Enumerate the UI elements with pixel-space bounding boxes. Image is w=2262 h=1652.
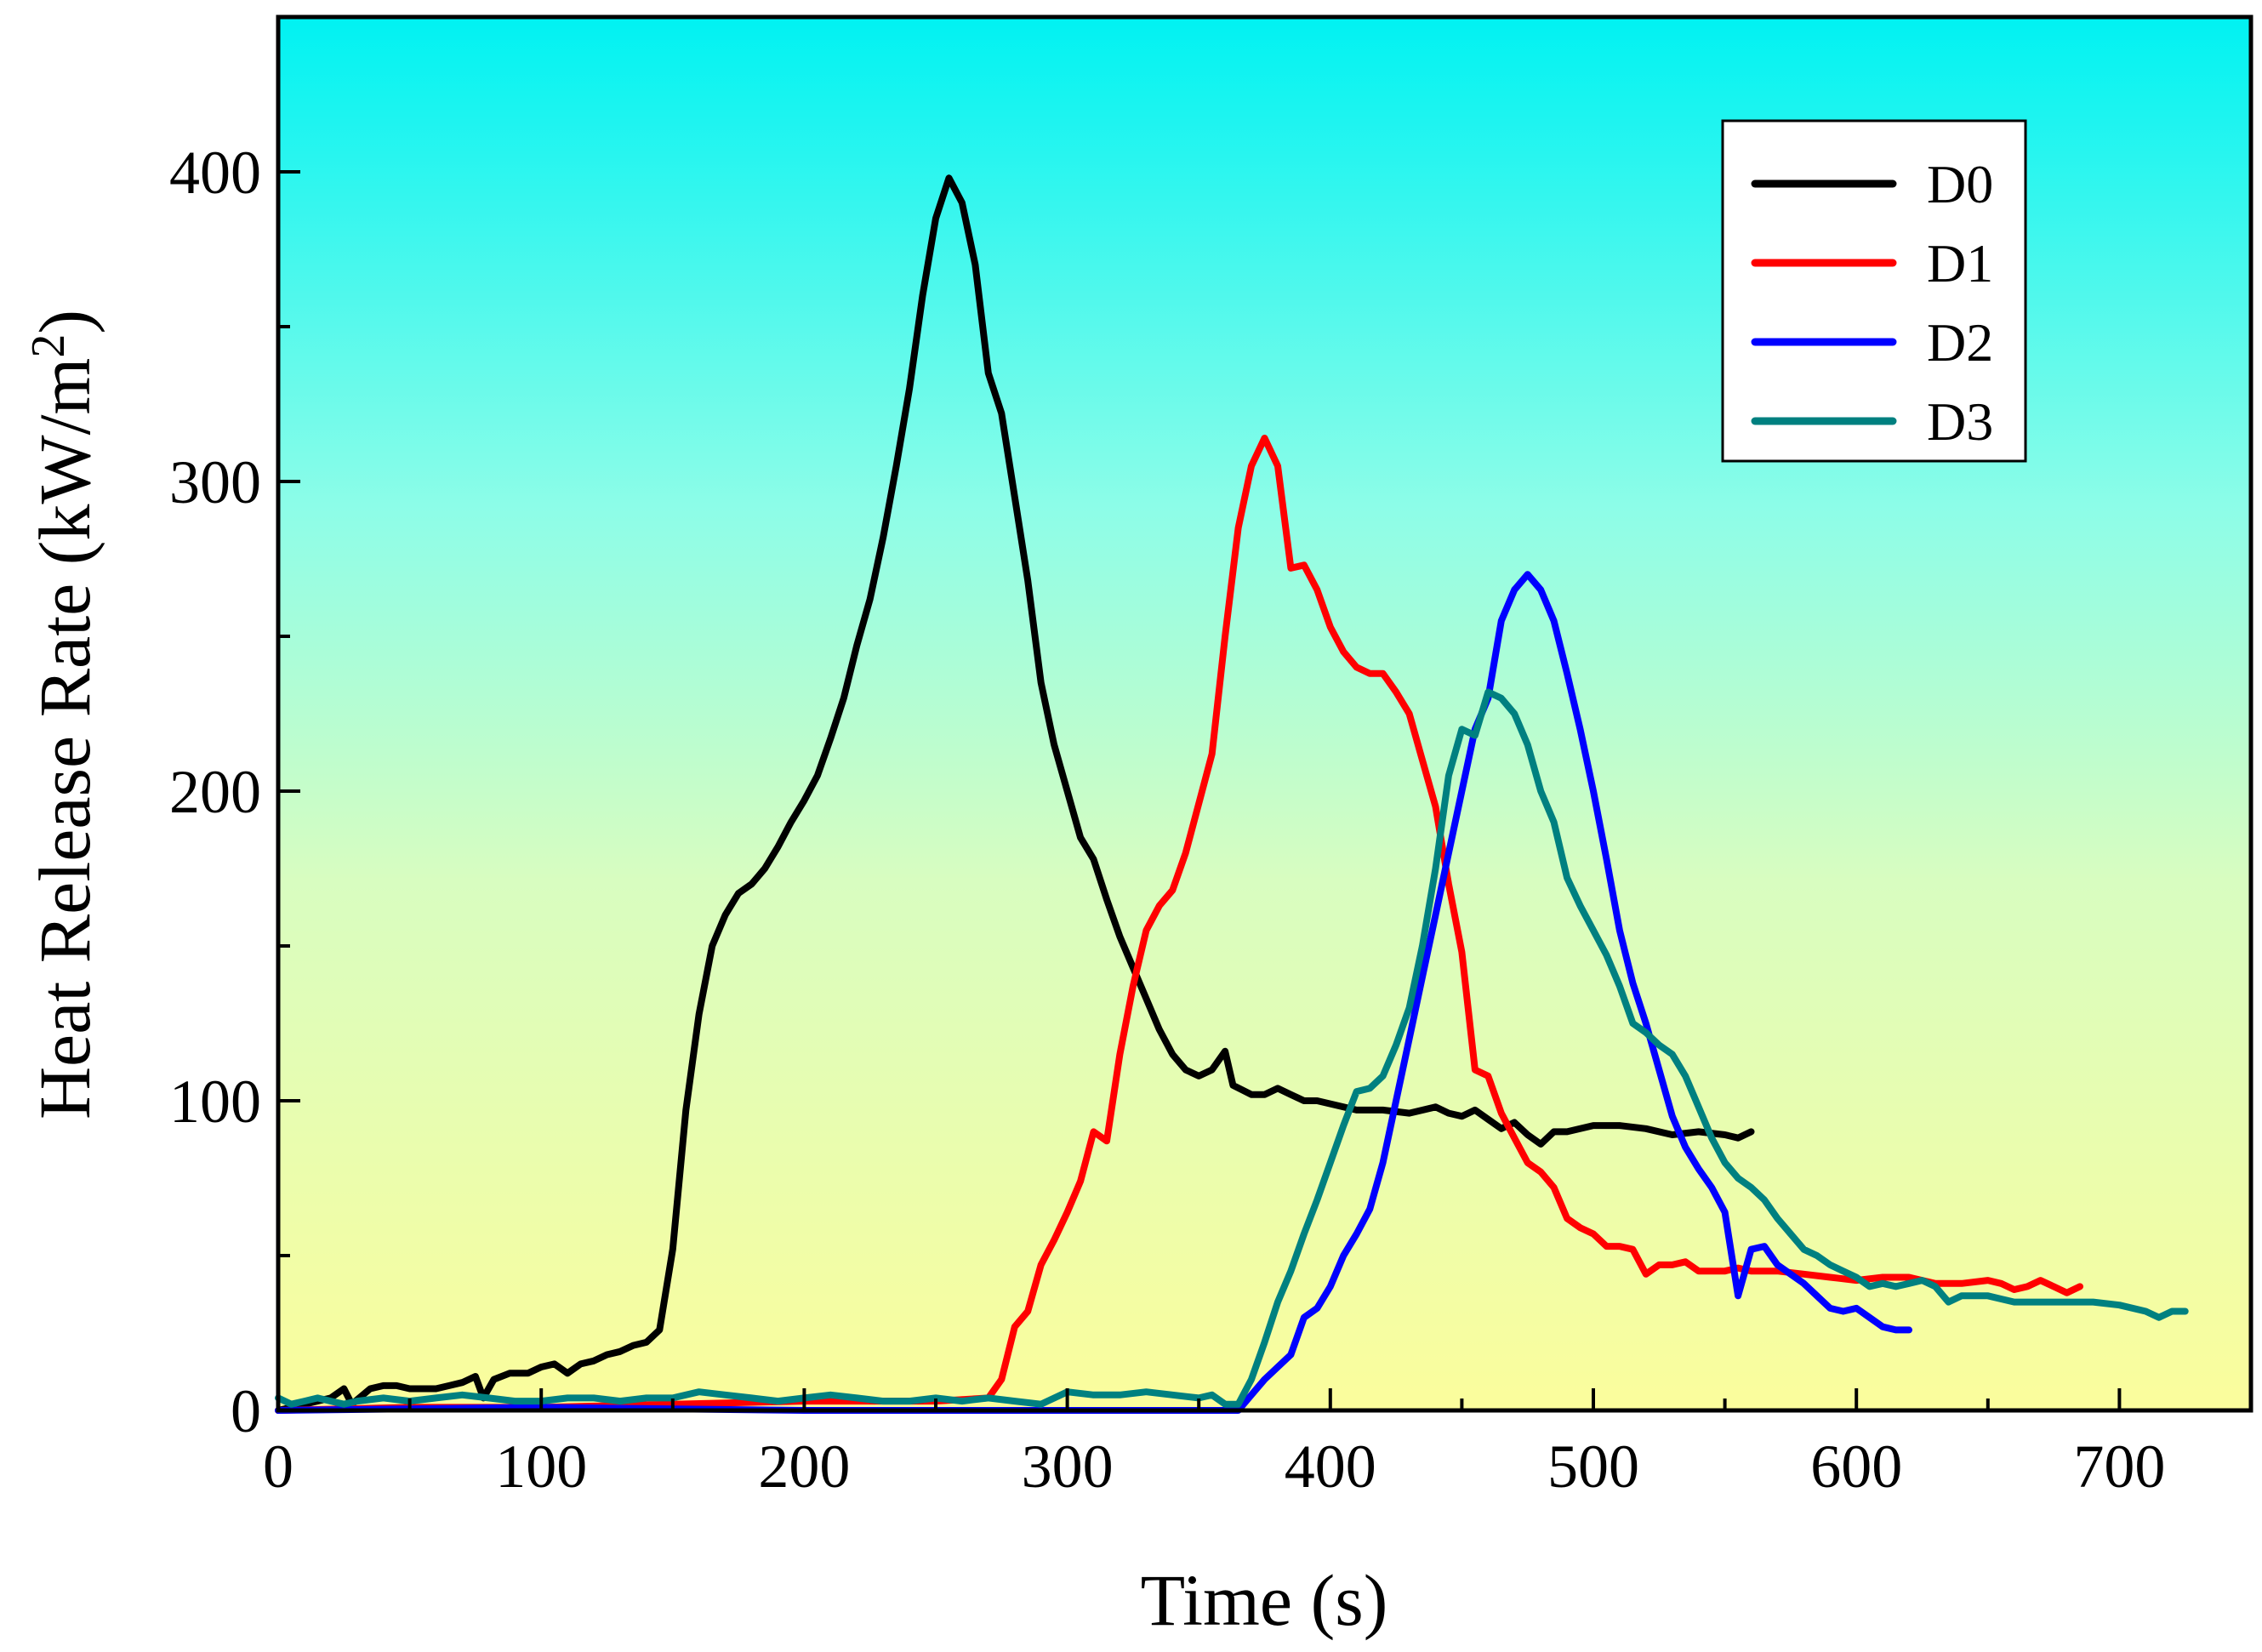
series-line-d3: [275, 688, 2189, 1408]
y-axis-title-main: Heat Release Rate (kW/m: [24, 358, 105, 1119]
x-tick-label-500: 500: [1547, 1433, 1639, 1501]
x-tick-label-200: 200: [758, 1433, 850, 1501]
x-tick-label-100: 100: [495, 1433, 587, 1501]
x-tick-label-0: 0: [263, 1433, 293, 1501]
legend: D0 D1 D2 D3: [1721, 119, 2027, 463]
y-tick-label-200: 200: [169, 758, 261, 826]
y-tick-label-300: 300: [169, 448, 261, 516]
series-line-d2: [275, 571, 1912, 1414]
legend-box: [1721, 119, 2027, 463]
legend-entries: D0 D1 D2 D3: [1751, 154, 1993, 452]
x-tick-label-400: 400: [1285, 1433, 1376, 1501]
y-axis-title: Heat Release Rate (kW/m2): [22, 310, 105, 1119]
legend-label-d3: D3: [1927, 391, 1993, 452]
y-tick-label-0: 0: [231, 1377, 261, 1445]
x-axis-title: Time (s): [1141, 1559, 1388, 1641]
x-tick-label-300: 300: [1022, 1433, 1114, 1501]
y-axis-title-superscript: 2: [22, 334, 75, 358]
y-tick-label-100: 100: [169, 1068, 261, 1136]
y-axis-title-suffix: ): [24, 310, 105, 334]
series-line-d0: [275, 174, 1755, 1414]
legend-label-d1: D1: [1927, 233, 1993, 293]
legend-label-d2: D2: [1927, 312, 1993, 373]
x-tick-label-700: 700: [2073, 1433, 2165, 1501]
plot-frame: [276, 14, 2253, 1413]
legend-label-d0: D0: [1927, 154, 1993, 214]
y-tick-label-400: 400: [169, 139, 261, 207]
series-line-d1: [275, 435, 2083, 1414]
ticks-layer: 0 100 200 300 400 500 600 700 0 100 200 300 400: [169, 15, 2253, 1501]
series-layer: [275, 174, 2189, 1414]
x-tick-label-600: 600: [1810, 1433, 1902, 1501]
